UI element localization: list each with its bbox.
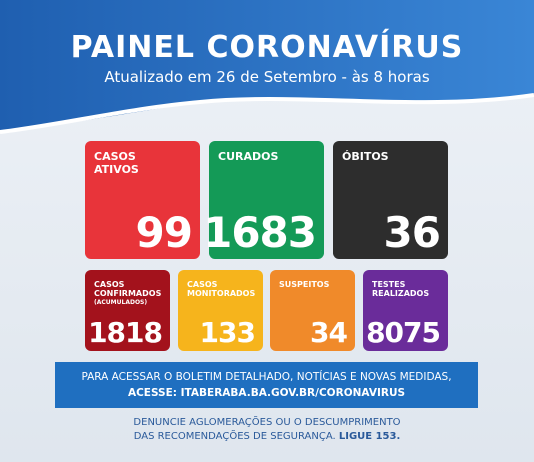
footer-text: DAS RECOMENDAÇÕES DE SEGURANÇA.: [133, 431, 336, 442]
footer-phone: LIGUE 153.: [338, 431, 401, 442]
card-label: ÓBITOS: [342, 150, 389, 163]
banner-line: PARA ACESSAR O BOLETIM DETALHADO, NOTÍCI…: [81, 371, 452, 383]
card-label: CASOS ATIVOS: [94, 150, 139, 176]
footer-line: DENUNCIE AGLOMERAÇÕES OU O DESCUMPRIMENT…: [133, 417, 401, 428]
card-deaths: ÓBITOS 36: [333, 141, 448, 259]
card-suspects: SUSPEITOS 34: [270, 270, 355, 351]
banner: PARA ACESSAR O BOLETIM DETALHADO, NOTÍCI…: [55, 362, 478, 408]
card-note: (ACUMULADOS): [94, 299, 148, 306]
subtitle: Atualizado em 26 de Setembro - às 8 hora…: [104, 68, 430, 86]
card-label: SUSPEITOS: [279, 280, 330, 289]
card-tests: TESTES REALIZADOS 8075: [363, 270, 448, 351]
card-value: 8075: [366, 316, 441, 349]
card-value: 1683: [203, 208, 317, 257]
card-value: 133: [199, 316, 256, 349]
card-label: CASOS MONITORADOS: [187, 280, 256, 299]
card-value: 34: [310, 316, 348, 349]
card-active: CASOS ATIVOS 99: [85, 141, 200, 259]
card-value: 1818: [88, 316, 163, 349]
card-confirmed: CASOS CONFIRMADOS (ACUMULADOS) 1818: [85, 270, 170, 351]
card-monitored: CASOS MONITORADOS 133: [178, 270, 263, 351]
title: PAINEL CORONAVÍRUS: [70, 30, 464, 65]
card-value: 36: [383, 208, 441, 257]
header-background: [0, 0, 534, 134]
footer: DENUNCIE AGLOMERAÇÕES OU O DESCUMPRIMENT…: [0, 416, 534, 444]
card-label: TESTES REALIZADOS: [372, 280, 430, 299]
card-label: CURADOS: [218, 150, 279, 163]
card-value: 99: [135, 208, 193, 257]
banner-link: ACESSE: ITABERABA.BA.GOV.BR/CORONAVIRUS: [127, 387, 406, 399]
card-recovered: CURADOS 1683: [203, 141, 324, 259]
card-label: CASOS CONFIRMADOS: [94, 280, 162, 299]
footer-line: DAS RECOMENDAÇÕES DE SEGURANÇA. LIGUE 15…: [0, 430, 534, 444]
